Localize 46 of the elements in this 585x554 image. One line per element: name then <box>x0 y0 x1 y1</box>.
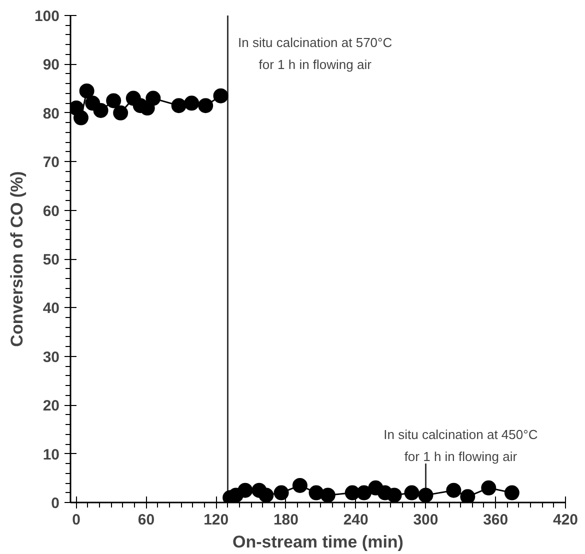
y-tick-label: 0 <box>51 495 60 512</box>
point <box>113 105 128 120</box>
point <box>418 488 434 502</box>
y-tick-label: 40 <box>42 300 60 318</box>
y-tick-label: 90 <box>42 56 60 74</box>
point <box>356 485 372 500</box>
y-tick-label: 50 <box>42 252 60 268</box>
x-tick-label: 420 <box>552 512 578 528</box>
point <box>184 96 200 111</box>
point <box>292 478 308 493</box>
x-tick-label: 240 <box>343 512 368 528</box>
point <box>106 93 122 108</box>
x-tick-label: 360 <box>483 512 508 528</box>
y-tick-label: 100 <box>34 8 60 25</box>
annotation: In situ calcination at 450°C for 1 h in flowing air <box>384 427 538 464</box>
x-tick-label: 0 <box>72 512 80 528</box>
y-axis-title: Conversion of CO (%) <box>7 171 26 347</box>
y-tick-label: 20 <box>42 398 60 415</box>
point <box>460 489 476 502</box>
x-tick-label: 60 <box>138 512 155 528</box>
x-tick-label: 120 <box>204 512 229 528</box>
point <box>446 482 462 498</box>
point <box>238 482 253 498</box>
point <box>213 88 228 104</box>
y-tick-label: 60 <box>42 202 60 220</box>
x-tick-label: 180 <box>273 512 298 528</box>
point <box>320 488 336 502</box>
point <box>504 485 520 500</box>
point <box>481 480 496 496</box>
point <box>93 102 108 118</box>
y-tick-label: 80 <box>42 105 60 122</box>
point <box>79 84 94 98</box>
ref-line-label: In situ calcination at 570°C for 1 h in flowing air <box>238 34 392 72</box>
point <box>73 110 88 126</box>
point <box>171 98 186 114</box>
point <box>404 485 420 500</box>
point <box>274 485 289 500</box>
point <box>146 90 161 106</box>
point <box>386 488 402 502</box>
x-tick-label: 300 <box>413 512 438 528</box>
y-tick-label: 30 <box>42 348 60 366</box>
x-axis-title: On-stream time (min) <box>232 532 404 552</box>
point <box>198 98 214 114</box>
y-tick-label: 10 <box>42 446 60 464</box>
point <box>258 488 274 502</box>
y-tick-label: 70 <box>42 154 60 172</box>
